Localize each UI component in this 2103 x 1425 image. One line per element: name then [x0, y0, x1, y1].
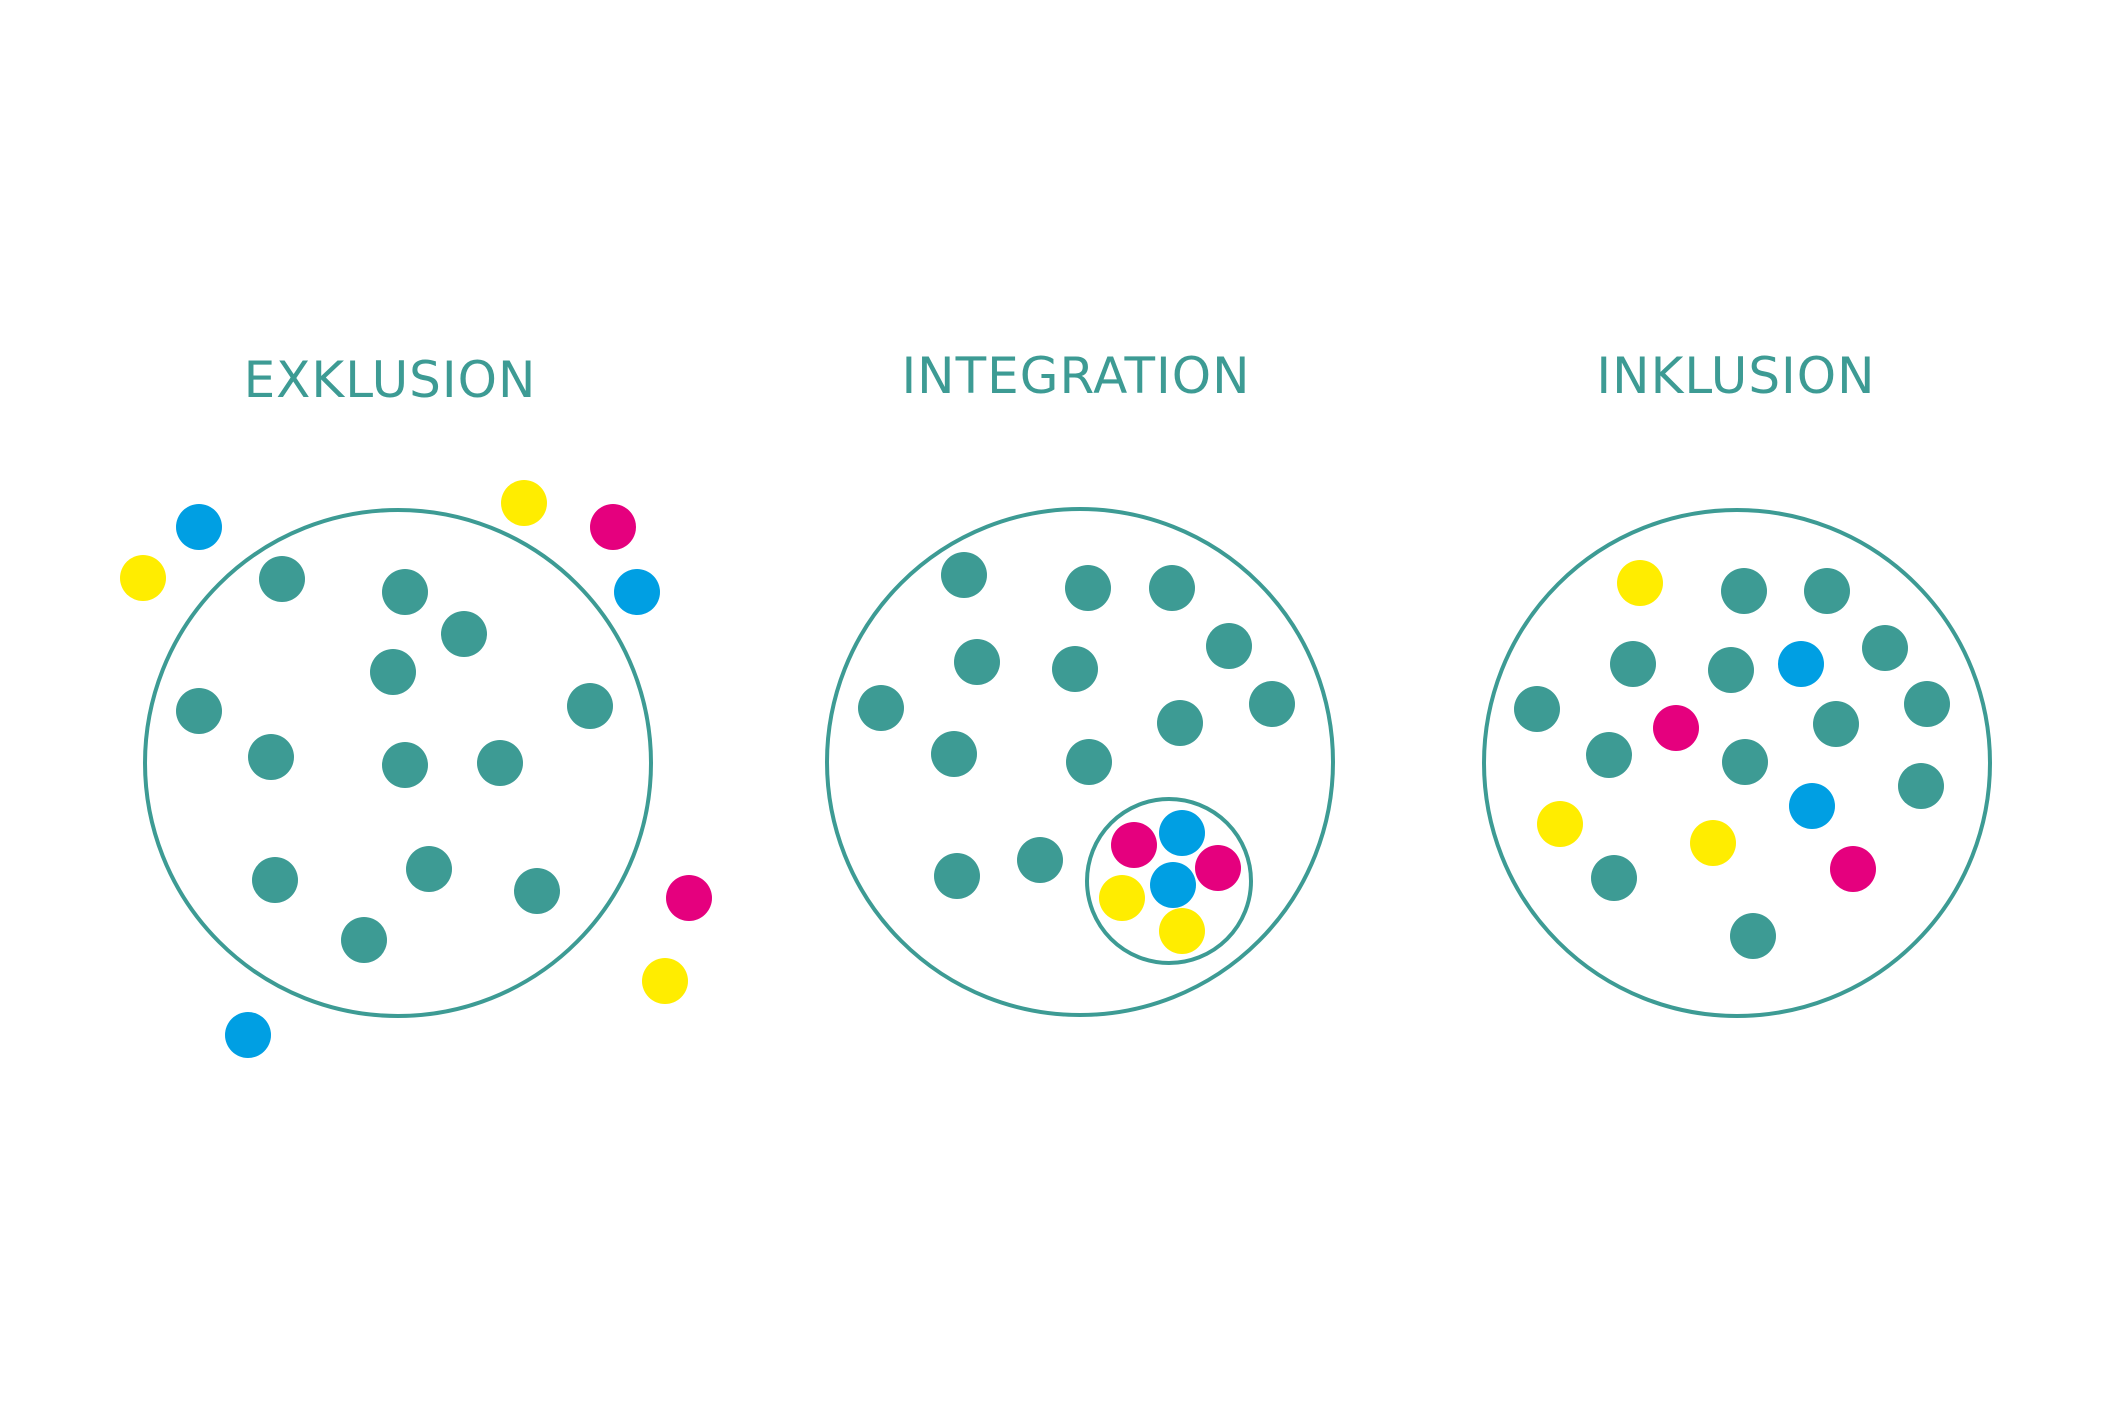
- yellow-dot: [1099, 875, 1145, 921]
- teal-dot: [441, 611, 487, 657]
- teal-dot: [1066, 739, 1112, 785]
- teal-dot: [176, 688, 222, 734]
- teal-dot: [252, 857, 298, 903]
- blue-dot: [1159, 810, 1205, 856]
- teal-dot: [341, 917, 387, 963]
- teal-dot: [1249, 681, 1295, 727]
- teal-dot: [1722, 739, 1768, 785]
- teal-dot: [248, 734, 294, 780]
- teal-dot: [1898, 763, 1944, 809]
- teal-dot: [1017, 837, 1063, 883]
- exklusion-panel: [120, 480, 712, 1058]
- teal-dot: [1813, 701, 1859, 747]
- teal-dot: [259, 556, 305, 602]
- teal-dot: [1586, 732, 1632, 778]
- inklusion-title: INKLUSION: [1596, 347, 1876, 405]
- teal-dot: [406, 846, 452, 892]
- yellow-dot: [501, 480, 547, 526]
- teal-dot: [931, 731, 977, 777]
- teal-dot: [1708, 647, 1754, 693]
- teal-dot: [1862, 625, 1908, 671]
- teal-dot: [1514, 686, 1560, 732]
- teal-dot: [1149, 565, 1195, 611]
- blue-dot: [225, 1012, 271, 1058]
- yellow-dot: [1690, 820, 1736, 866]
- teal-dot: [477, 740, 523, 786]
- teal-dot: [858, 685, 904, 731]
- teal-dot: [370, 649, 416, 695]
- blue-dot: [1789, 783, 1835, 829]
- teal-dot: [934, 853, 980, 899]
- integration-boundary: [825, 507, 1335, 1017]
- teal-dot: [567, 683, 613, 729]
- teal-dot: [1052, 646, 1098, 692]
- teal-dot: [1804, 568, 1850, 614]
- yellow-dot: [642, 958, 688, 1004]
- teal-dot: [1721, 568, 1767, 614]
- blue-dot: [1778, 641, 1824, 687]
- magenta-dot: [590, 504, 636, 550]
- teal-dot: [1157, 700, 1203, 746]
- teal-dot: [1065, 565, 1111, 611]
- blue-dot: [1150, 862, 1196, 908]
- teal-dot: [382, 569, 428, 615]
- magenta-dot: [1653, 705, 1699, 751]
- magenta-dot: [1830, 846, 1876, 892]
- yellow-dot: [120, 555, 166, 601]
- integration-title: INTEGRATION: [901, 347, 1251, 405]
- magenta-dot: [1111, 822, 1157, 868]
- yellow-dot: [1617, 560, 1663, 606]
- magenta-dot: [666, 875, 712, 921]
- yellow-dot: [1159, 908, 1205, 954]
- teal-dot: [941, 552, 987, 598]
- integration-panel: [825, 507, 1335, 1017]
- teal-dot: [1206, 623, 1252, 669]
- teal-dot: [1610, 641, 1656, 687]
- exklusion-title: EXKLUSION: [243, 351, 537, 409]
- inklusion-boundary: [1482, 508, 1992, 1018]
- yellow-dot: [1537, 801, 1583, 847]
- teal-dot: [1904, 681, 1950, 727]
- teal-dot: [1591, 855, 1637, 901]
- blue-dot: [614, 569, 660, 615]
- inklusion-panel: [1482, 508, 1992, 1018]
- teal-dot: [382, 742, 428, 788]
- blue-dot: [176, 504, 222, 550]
- exklusion-boundary: [143, 508, 653, 1018]
- integration-subgroup-boundary: [1085, 797, 1253, 965]
- teal-dot: [1730, 913, 1776, 959]
- teal-dot: [954, 639, 1000, 685]
- teal-dot: [514, 868, 560, 914]
- magenta-dot: [1195, 845, 1241, 891]
